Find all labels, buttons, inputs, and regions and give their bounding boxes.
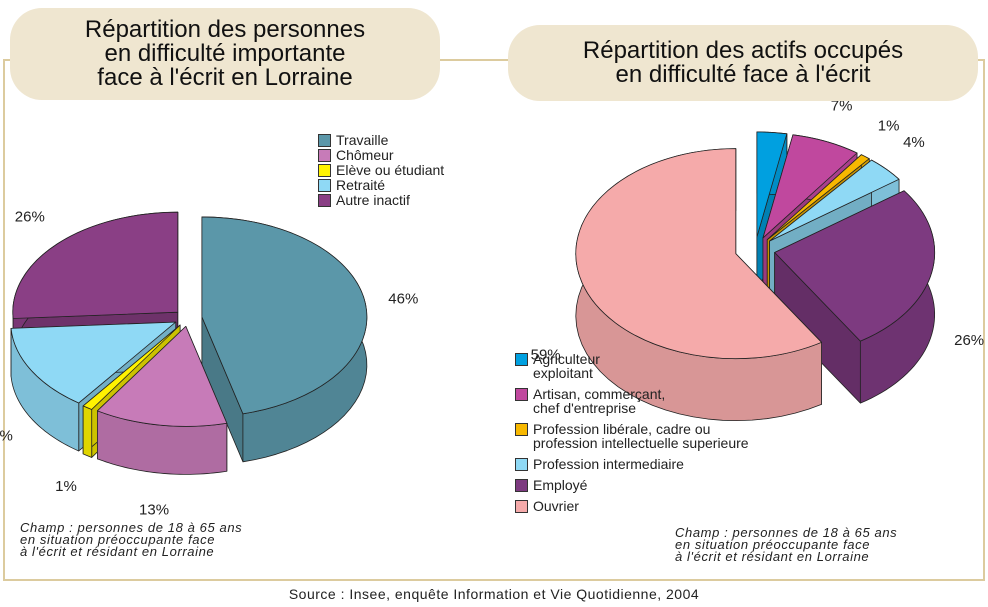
legend-item: Ouvrier xyxy=(515,499,749,513)
slice-top xyxy=(766,154,870,241)
data-label: 46% xyxy=(388,291,418,308)
data-label: 7% xyxy=(831,98,853,115)
source: Source : Insee, enquête Information et V… xyxy=(288,586,700,602)
legend: Travaille Chômeur Elève ou étudiant Retrait… xyxy=(318,133,444,208)
pie-slice xyxy=(575,148,822,422)
data-label: 1% xyxy=(878,118,900,135)
legend-swatch xyxy=(318,149,331,162)
chart-note: Champ : personnes de 18 à 65 ans en situ… xyxy=(675,525,898,564)
pie-slice xyxy=(201,216,368,463)
slice-top xyxy=(82,324,181,410)
legend-swatch xyxy=(515,423,528,436)
slice-top xyxy=(96,325,228,427)
legend-swatch xyxy=(318,134,331,147)
legend-item: Elève ou étudiant xyxy=(318,163,444,177)
legend-item: Autre inactif xyxy=(318,193,444,207)
data-label: 13% xyxy=(139,502,169,519)
data-label: 59% xyxy=(531,347,561,364)
legend-item: Agriculteur exploitant xyxy=(515,352,749,380)
chart-title: Répartition des personnes en difficulté … xyxy=(10,8,440,100)
legend: Agriculteur exploitant Artisan, commerçan… xyxy=(515,352,749,520)
data-label: 26% xyxy=(954,332,984,349)
slice-top xyxy=(201,216,368,415)
pie-slice xyxy=(96,325,228,475)
slice-top xyxy=(10,321,177,404)
chart-note: Champ : personnes de 18 à 65 ans en situ… xyxy=(20,520,243,559)
data-label: 14% xyxy=(0,428,13,445)
legend-item: Profession intermediaire xyxy=(515,457,749,471)
legend-swatch xyxy=(515,479,528,492)
legend-swatch xyxy=(515,458,528,471)
legend-item: Retraité xyxy=(318,178,444,192)
legend-swatch xyxy=(318,164,331,177)
legend-item: Chômeur xyxy=(318,148,444,162)
legend-swatch xyxy=(318,179,331,192)
slice-top xyxy=(774,190,935,342)
slice-top xyxy=(769,159,900,242)
pie-slice xyxy=(774,190,936,404)
legend-item: Employé xyxy=(515,478,749,492)
legend-item: Artisan, commerçant, chef d'entreprise xyxy=(515,387,749,415)
legend-swatch xyxy=(318,194,331,207)
legend-item: Travaille xyxy=(318,133,444,147)
frame xyxy=(3,59,985,581)
data-label: 4% xyxy=(903,134,925,151)
slice-top xyxy=(756,131,788,238)
legend-swatch xyxy=(515,388,528,401)
data-label: 1% xyxy=(55,478,77,495)
chart-title: Répartition des actifs occupés en diffic… xyxy=(508,25,978,101)
legend-swatch xyxy=(515,500,528,513)
slice-top xyxy=(575,148,822,360)
slice-top xyxy=(762,134,858,239)
slice-side xyxy=(82,405,93,458)
slice-top xyxy=(12,211,179,319)
legend-item: Profession libérale, cadre ou profession… xyxy=(515,422,749,450)
legend-swatch xyxy=(515,353,528,366)
data-label: 26% xyxy=(15,209,45,226)
